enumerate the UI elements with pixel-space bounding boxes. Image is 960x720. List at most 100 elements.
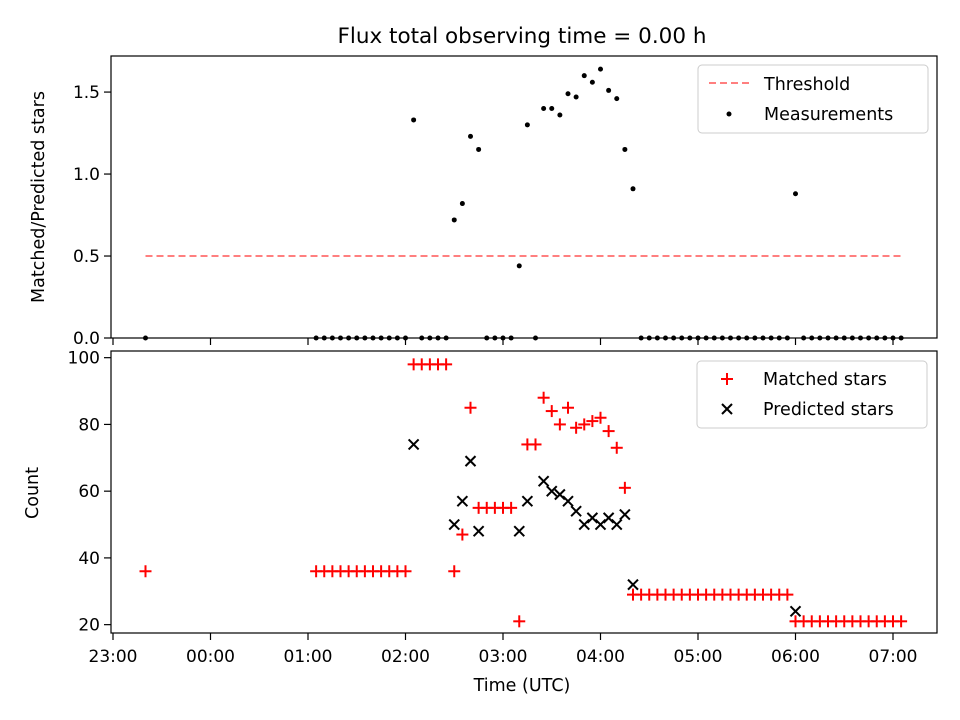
bottom-legend-box xyxy=(696,360,928,429)
matched-star-point xyxy=(602,425,615,438)
measurement-point xyxy=(541,105,547,111)
matched-star-point xyxy=(618,481,631,494)
matched-star-point xyxy=(139,565,152,578)
matched-star-point xyxy=(464,401,477,414)
measurement-point xyxy=(622,146,628,152)
matched-star-point xyxy=(399,565,412,578)
bottom-x-tick-label: 06:00 xyxy=(771,647,820,667)
measurement-point xyxy=(630,186,636,192)
measurement-point xyxy=(524,122,530,128)
bottom-x-axis-label: Time (UTC) xyxy=(473,676,571,696)
bottom-y-tick-label: 60 xyxy=(78,482,100,502)
bottom-y-tick-label: 40 xyxy=(78,549,100,569)
bottom-y-tick-label: 20 xyxy=(78,616,100,636)
measurement-point xyxy=(565,91,571,97)
top-axes-frame xyxy=(110,55,938,339)
measurement-point xyxy=(614,96,620,102)
bottom-x-tick-label: 04:00 xyxy=(576,647,625,667)
bottom-y-tick-label: 100 xyxy=(68,349,100,369)
predicted-star-point xyxy=(594,518,607,531)
predicted-star-point xyxy=(611,518,623,531)
measurement-point xyxy=(549,105,555,111)
matched-star-point xyxy=(553,418,566,431)
predicted-star-point xyxy=(407,438,420,451)
matched-star-point xyxy=(440,358,453,371)
predicted-star-point xyxy=(472,525,485,537)
measurement-point xyxy=(476,146,482,152)
predicted-star-point xyxy=(513,525,525,537)
measurement-point xyxy=(589,79,595,85)
bottom-plot-area: 20 40 60 80 100 23:00 00:00 01:00 02:00 03:00 04:… xyxy=(68,349,938,667)
bottom-x-tick-label: 00:00 xyxy=(186,647,235,667)
predicted-star-point xyxy=(562,495,574,507)
legend-predicted-swatch xyxy=(721,403,733,415)
top-y-tick-label: 0.0 xyxy=(73,329,100,349)
matched-star-point xyxy=(537,391,550,404)
legend-measurements-label: Measurements xyxy=(764,105,893,125)
matched-star-point xyxy=(529,438,542,451)
matched-star-point xyxy=(781,588,794,601)
predicted-star-point xyxy=(619,508,631,521)
bottom-x-tick-label: 23:00 xyxy=(89,647,138,667)
legend-threshold-label: Threshold xyxy=(763,75,850,95)
predicted-star-point xyxy=(627,578,639,591)
measurement-point xyxy=(557,112,563,118)
matched-star-point xyxy=(610,441,623,454)
measurement-point xyxy=(516,263,522,269)
matched-star-point xyxy=(895,615,908,628)
matched-star-point xyxy=(594,411,607,424)
legend-measurements-swatch xyxy=(726,111,732,117)
top-y-tick-label: 1.0 xyxy=(73,165,100,185)
bottom-axes-frame xyxy=(110,350,938,634)
predicted-star-point xyxy=(537,475,550,487)
matched-star-point xyxy=(456,528,469,541)
matched-star-point xyxy=(513,615,526,628)
predicted-star-point xyxy=(570,505,582,517)
top-chart-title: Flux total observing time = 0.00 h xyxy=(338,24,707,49)
predicted-star-point xyxy=(789,605,802,618)
measurement-point xyxy=(793,191,798,197)
bottom-x-tick-label: 02:00 xyxy=(381,647,430,667)
matched-star-point xyxy=(570,421,583,434)
predicted-star-point xyxy=(546,485,558,497)
bottom-x-tick-label: 01:00 xyxy=(284,647,333,667)
measurement-point xyxy=(459,201,465,207)
measurement-point xyxy=(451,217,457,223)
bottom-x-tick-label: 07:00 xyxy=(869,647,918,667)
predicted-star-point xyxy=(586,512,599,524)
matched-star-point xyxy=(578,418,591,431)
predicted-star-point xyxy=(448,518,460,531)
predicted-star-point xyxy=(602,512,615,524)
top-plot-area: 0.0 0.5 1.0 1.5 Threshold Measurements xyxy=(73,55,938,349)
predicted-star-point xyxy=(578,518,590,531)
bottom-legend: Matched stars Predicted stars xyxy=(696,360,928,429)
matched-star-point xyxy=(505,501,518,514)
matched-star-point xyxy=(562,401,574,414)
legend-matched-swatch xyxy=(721,373,733,385)
predicted-star-point xyxy=(521,495,534,507)
top-y-tick-label: 1.5 xyxy=(73,83,100,103)
top-legend: Threshold Measurements xyxy=(697,64,929,134)
measurement-point xyxy=(598,66,603,72)
matched-star-point xyxy=(586,415,599,428)
matched-star-point xyxy=(448,565,461,578)
predicted-star-point xyxy=(464,455,477,467)
top-y-tick-label: 0.5 xyxy=(73,247,100,267)
top-y-axis-label: Matched/Predicted stars xyxy=(29,91,49,303)
predicted-star-point xyxy=(554,488,566,501)
bottom-y-axis-label: Count xyxy=(23,467,43,519)
matched-star-point xyxy=(545,405,558,418)
top-legend-box xyxy=(697,64,929,134)
legend-predicted-label: Predicted stars xyxy=(763,400,894,420)
measurement-point xyxy=(411,117,417,123)
measurement-point xyxy=(468,133,473,139)
bottom-y-tick-label: 80 xyxy=(78,415,100,435)
measurement-point xyxy=(581,73,587,79)
bottom-x-tick-label: 03:00 xyxy=(479,647,528,667)
measurement-point xyxy=(573,94,579,100)
predicted-star-point xyxy=(456,495,469,507)
bottom-x-tick-label: 05:00 xyxy=(674,647,723,667)
legend-matched-label: Matched stars xyxy=(763,370,887,390)
measurement-point xyxy=(606,87,612,93)
